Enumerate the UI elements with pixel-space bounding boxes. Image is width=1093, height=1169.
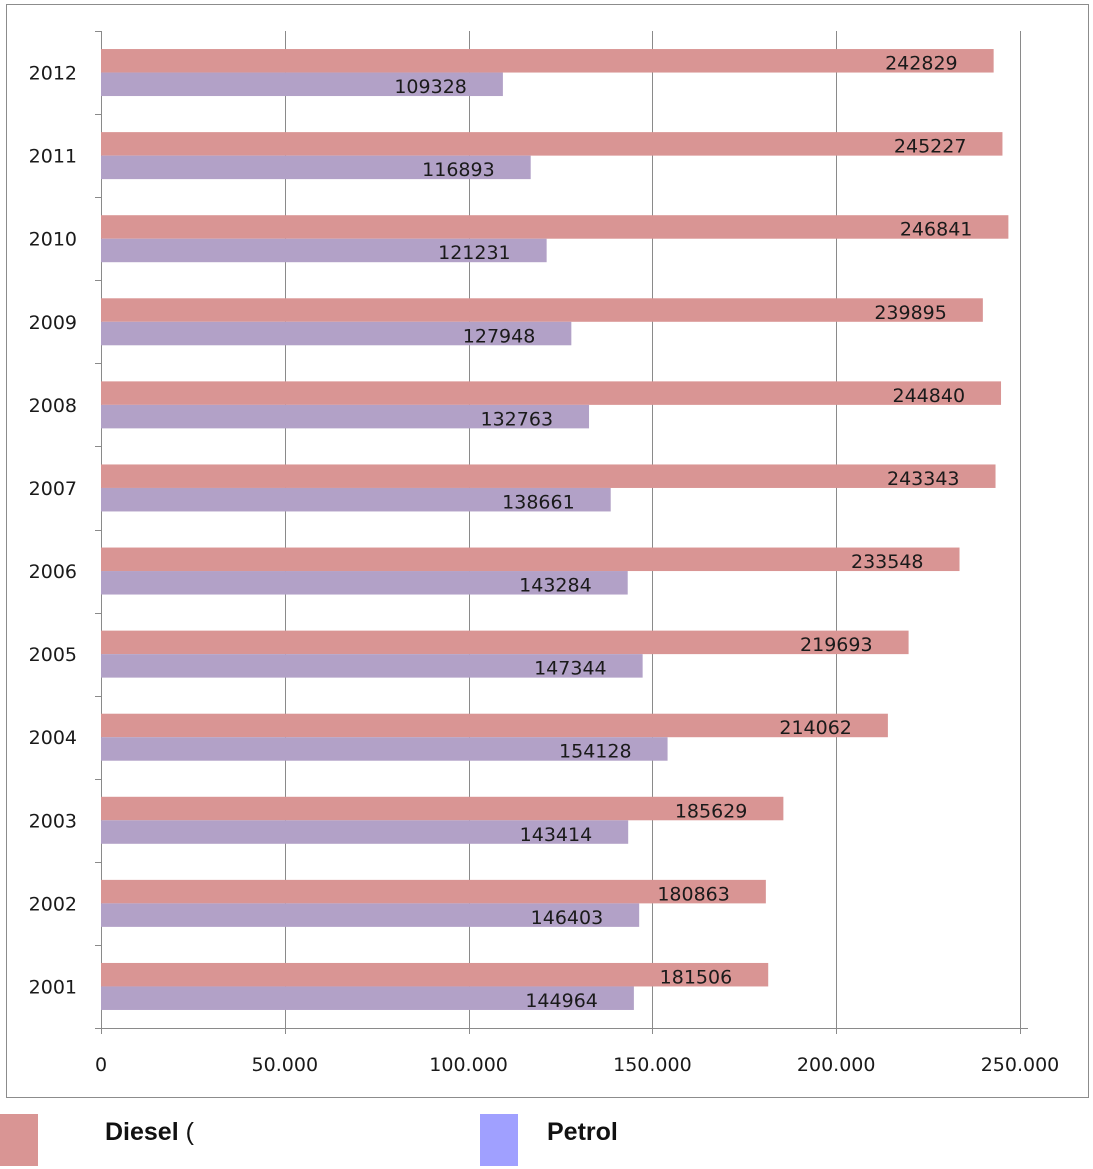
data-label-petrol-2011: 116893 [422,159,495,181]
legend-swatch-petrol [480,1114,518,1166]
data-label-diesel-2001: 181506 [660,966,733,988]
bar-diesel-2012 [101,49,994,73]
bar-petrol-2001 [101,986,634,1010]
legend-swatch-diesel [0,1114,38,1166]
legend-label-petrol: Petrol [547,1118,618,1146]
bar-diesel-2003 [101,796,784,821]
y-tick-label: 2009 [29,312,77,334]
x-tick-label: 250.000 [981,1054,1060,1076]
data-label-diesel-2003: 185629 [675,800,748,822]
bar-petrol-2007 [101,487,611,512]
bar-diesel-2005 [101,630,909,655]
data-label-diesel-2012: 242829 [885,53,958,75]
data-label-petrol-2012: 109328 [394,76,467,98]
bar-petrol-2009 [101,321,572,346]
bar-petrol-2011 [101,155,531,180]
bar-diesel-2006 [101,547,960,572]
legend-item-petrol: Petrol [480,1112,880,1169]
legend-label-diesel: Diesel ( [105,1118,194,1146]
x-tick-label: 200.000 [797,1054,876,1076]
bar-diesel-2009 [101,298,983,322]
bar-petrol-2010 [101,238,547,263]
data-label-diesel-2009: 239895 [874,302,947,324]
data-label-petrol-2007: 138661 [502,491,575,513]
y-tick-label: 2011 [29,146,77,168]
y-tick-label: 2002 [29,893,77,915]
legend: Diesel ( Petrol [0,1112,1093,1169]
bar-diesel-2007 [101,464,996,488]
bar-diesel-2002 [101,879,766,904]
data-label-diesel-2008: 244840 [893,385,966,407]
data-label-diesel-2007: 243343 [887,468,960,490]
chart-frame: 0 50.000 100.000 150.000 200.000 250.000 2001 1… [6,4,1089,1098]
data-label-diesel-2011: 245227 [894,136,967,158]
data-label-diesel-2004: 214062 [779,717,852,739]
bar-petrol-2003 [101,820,629,844]
data-label-petrol-2002: 146403 [531,907,604,929]
x-tick-label: 0 [95,1054,107,1076]
data-label-petrol-2010: 121231 [438,242,511,264]
bar-petrol-2005 [101,654,643,678]
y-tick-label: 2012 [29,63,77,85]
data-label-petrol-2009: 127948 [463,325,536,347]
x-tick-label: 150.000 [613,1054,692,1076]
x-tick-label: 100.000 [429,1054,508,1076]
bar-petrol-2004 [101,737,668,761]
data-label-petrol-2004: 154128 [559,741,632,763]
x-tick-label: 50.000 [252,1054,318,1076]
data-label-diesel-2005: 219693 [800,634,873,656]
bar-diesel-2004 [101,713,888,738]
y-tick-label: 2003 [29,810,77,832]
bar-chart: 0 50.000 100.000 150.000 200.000 250.000 2001 1… [29,31,1060,1076]
y-tick-label: 2007 [29,478,77,500]
data-label-petrol-2006: 143284 [519,575,592,597]
data-label-petrol-2001: 144964 [525,990,598,1012]
bar-petrol-2006 [101,571,628,595]
data-label-petrol-2003: 143414 [520,824,593,846]
y-tick-label: 2001 [29,976,77,998]
y-tick-label: 2005 [29,644,77,666]
y-tick-label: 2008 [29,395,77,417]
bar-diesel-2011 [101,132,1003,156]
y-tick-label: 2006 [29,561,77,583]
data-label-diesel-2002: 180863 [657,883,730,905]
bar-petrol-2008 [101,404,590,429]
bar-diesel-2008 [101,381,1002,405]
y-tick-label: 2010 [29,229,77,251]
bar-petrol-2012 [101,72,503,97]
data-label-diesel-2010: 246841 [900,219,973,241]
bar-diesel-2001 [101,962,769,987]
data-label-petrol-2008: 132763 [481,408,554,430]
bar-petrol-2002 [101,903,640,927]
bar-diesel-2010 [101,215,1009,239]
data-label-diesel-2006: 233548 [851,551,924,573]
legend-item-diesel: Diesel ( [0,1112,400,1169]
y-tick-label: 2004 [29,727,77,749]
data-label-petrol-2005: 147344 [534,658,607,680]
